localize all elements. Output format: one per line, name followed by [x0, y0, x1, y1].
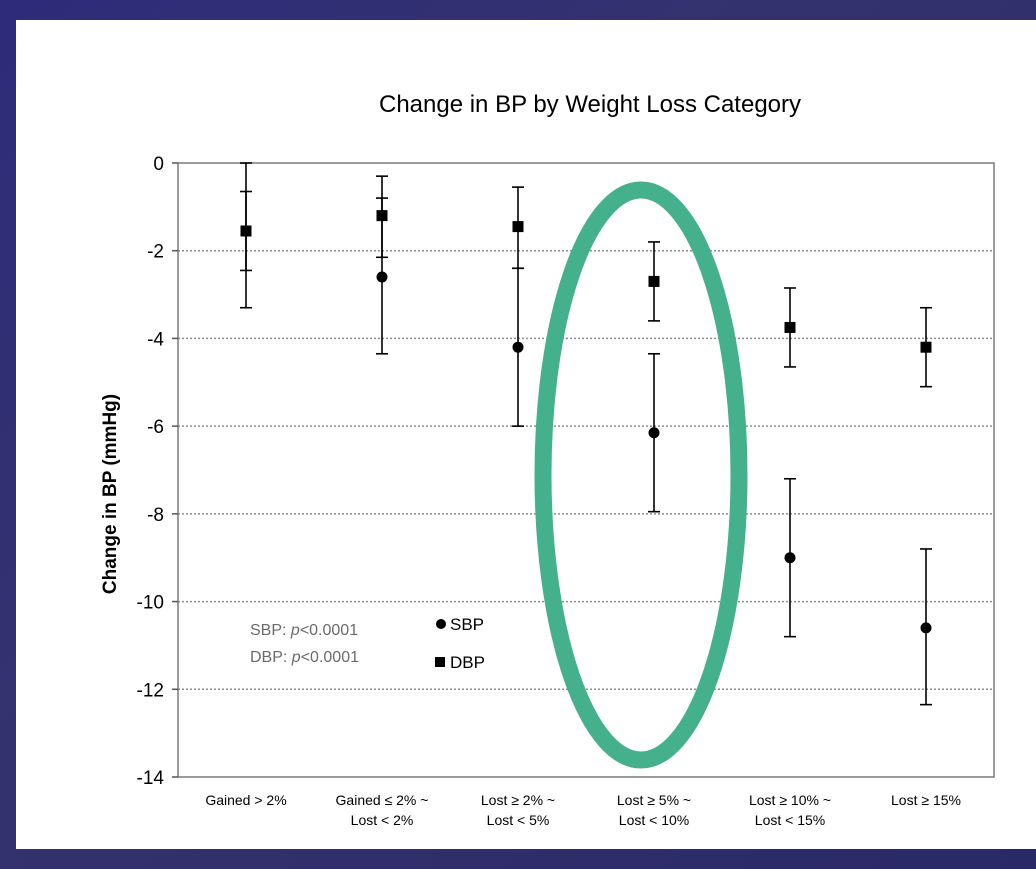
- legend-label-sbp: SBP: [450, 615, 484, 634]
- point-sbp: [512, 341, 524, 353]
- point-sbp: [648, 427, 660, 439]
- chart-title: Change in BP by Weight Loss Category: [379, 91, 801, 118]
- x-category-labels: Gained > 2% Gained ≤ 2% ~ Lost < 2% Lost ≥ …: [205, 792, 961, 828]
- legend-marker-sbp: [436, 619, 446, 629]
- y-tick-label: -10: [137, 593, 164, 614]
- y-tick-label: -14: [137, 768, 165, 789]
- y-tick-label: -12: [137, 680, 164, 701]
- gridlines: [178, 249, 994, 691]
- y-tick-label: -6: [147, 417, 164, 438]
- p-value-annotations: SBP: p<0.0001 DBP: p<0.0001: [250, 622, 359, 666]
- point-dbp: [920, 341, 932, 353]
- plot-frame: [177, 162, 995, 778]
- highlight-ellipse: [534, 181, 748, 769]
- x-category-label: Lost < 15%: [755, 812, 825, 828]
- p-value-annotation: SBP: p<0.0001: [250, 622, 358, 639]
- point-dbp: [240, 225, 252, 237]
- y-tick-label: -4: [147, 329, 164, 350]
- legend-label-dbp: DBP: [450, 653, 485, 672]
- point-sbp: [784, 552, 796, 564]
- axes: [172, 162, 995, 778]
- p-value-annotation: DBP: p<0.0001: [250, 649, 359, 666]
- point-dbp: [648, 275, 660, 287]
- x-category-label: Lost < 10%: [619, 812, 689, 828]
- y-tick-label: -2: [147, 242, 164, 263]
- x-category-label: Gained > 2%: [205, 792, 286, 808]
- y-tick-label: -8: [147, 505, 164, 526]
- legend-marker-dbp: [435, 657, 445, 667]
- y-axis-label: Change in BP (mmHg): [100, 394, 121, 594]
- chart-panel: Change in BP by Weight Loss Category 0 -2…: [16, 20, 1036, 849]
- x-category-label: Lost ≥ 2% ~: [481, 792, 555, 808]
- y-tick-label: 0: [153, 154, 164, 175]
- x-category-label: Lost ≥ 10% ~: [749, 792, 831, 808]
- point-dbp: [376, 210, 388, 222]
- x-category-label: Lost ≥ 15%: [891, 792, 961, 808]
- point-sbp: [920, 622, 932, 634]
- x-category-label: Lost ≥ 5% ~: [617, 792, 691, 808]
- y-tick-labels: 0 -2 -4 -6 -8 -10 -12 -14: [137, 154, 165, 789]
- point-dbp: [784, 321, 796, 333]
- point-dbp: [512, 221, 524, 233]
- x-category-label: Lost < 2%: [351, 812, 414, 828]
- x-category-label: Gained ≤ 2% ~: [336, 792, 429, 808]
- legend: SBP DBP: [435, 615, 485, 672]
- x-category-label: Lost < 5%: [487, 812, 550, 828]
- data-points: [240, 210, 932, 634]
- bp-chart: Change in BP by Weight Loss Category 0 -2…: [100, 91, 995, 828]
- highlight-ellipse-shape: [534, 181, 748, 769]
- point-sbp: [376, 271, 388, 283]
